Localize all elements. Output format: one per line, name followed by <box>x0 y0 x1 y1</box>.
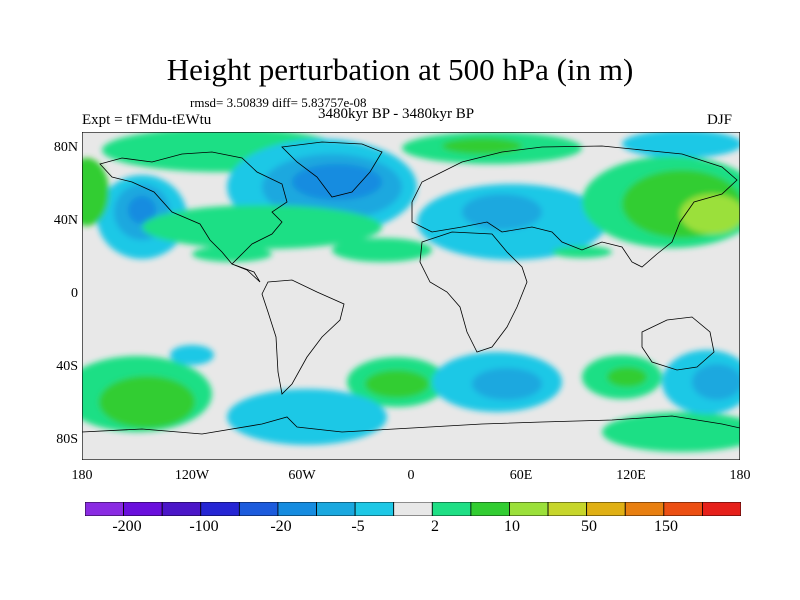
anomaly-region <box>192 246 272 262</box>
stats-label: rmsd= 3.50839 diff= 5.83757e-08 <box>190 95 367 110</box>
anomaly-region <box>227 389 387 445</box>
lat-tick-label: 40N <box>53 213 78 228</box>
map-panel <box>82 132 740 460</box>
lon-tick-label: 120W <box>174 468 210 483</box>
colorbar-box <box>547 502 588 516</box>
season-label: DJF <box>707 112 733 128</box>
colorbar-box <box>200 502 240 516</box>
north-america-coast <box>99 151 288 283</box>
eurasia-coast <box>411 145 738 268</box>
anomaly-region <box>365 370 429 398</box>
lon-tick-label: 180 <box>71 468 93 483</box>
colorbar-box <box>624 502 665 516</box>
colorbar <box>85 502 741 516</box>
anomaly-region <box>82 158 109 226</box>
colorbar-box <box>161 502 202 516</box>
colorbar-label: 50 <box>581 518 597 535</box>
colorbar-box <box>85 502 124 516</box>
colorbar-box <box>316 502 356 516</box>
south-america-coast <box>261 279 345 395</box>
anomaly-region <box>622 132 740 158</box>
anomaly-region <box>602 412 740 452</box>
africa-coast <box>419 231 528 353</box>
coastlines <box>82 141 740 435</box>
anomaly-region <box>692 364 740 400</box>
anomaly-region <box>292 164 382 200</box>
colorbar-box <box>702 502 741 516</box>
lon-tick-label: 120E <box>616 468 646 483</box>
anomaly-region <box>99 376 195 428</box>
lat-tick-label: 40S <box>56 359 78 374</box>
period-label: 3480kyr BP - 3480kyr BP <box>318 106 475 122</box>
anomaly-region <box>332 238 432 262</box>
colorbar-box <box>431 502 472 516</box>
anomaly-region <box>170 345 214 365</box>
colorbar-label: -200 <box>112 518 142 535</box>
lat-tick-label: 80S <box>56 432 78 447</box>
anomaly-region <box>552 246 612 258</box>
australia-coast <box>641 316 715 371</box>
lat-tick-label: 0 <box>71 286 78 301</box>
plot-title: Height perturbation at 500 hPa (in m) <box>166 52 634 87</box>
colorbar-label: 150 <box>654 518 678 535</box>
anomaly-region <box>142 205 382 249</box>
lon-tick-label: 60W <box>288 468 316 483</box>
colorbar-label: 2 <box>431 518 439 535</box>
colorbar-label: -20 <box>270 518 292 535</box>
lon-tick-label: 0 <box>407 468 415 483</box>
anomaly-region <box>128 196 156 224</box>
anomaly-region <box>442 138 522 154</box>
colorbar-label: 10 <box>504 518 520 535</box>
anomaly-region <box>462 194 542 230</box>
colorbar-box <box>586 502 626 516</box>
lat-tick-label: 80N <box>53 140 78 155</box>
lon-tick-label: 180 <box>729 468 751 483</box>
lon-tick-label: 60E <box>509 468 533 483</box>
anomaly-region <box>680 194 740 234</box>
anomaly-region <box>472 368 542 400</box>
experiment-label: Expt = tFMdu-tEWtu <box>82 112 212 128</box>
colorbar-box <box>277 502 317 516</box>
greenland-coast <box>281 141 383 198</box>
colorbar-box <box>238 502 279 516</box>
colorbar-box <box>123 502 163 516</box>
colorbar-box <box>663 502 703 516</box>
colorbar-label: -100 <box>189 518 219 535</box>
colorbar-box <box>509 502 549 516</box>
colorbar-label: -5 <box>351 518 365 535</box>
colorbar-box <box>393 502 433 516</box>
anomaly-region <box>607 367 647 387</box>
antarctica-coast <box>82 415 740 435</box>
colorbar-box <box>470 502 510 516</box>
colorbar-box <box>354 502 395 516</box>
anomaly-field <box>82 132 740 452</box>
